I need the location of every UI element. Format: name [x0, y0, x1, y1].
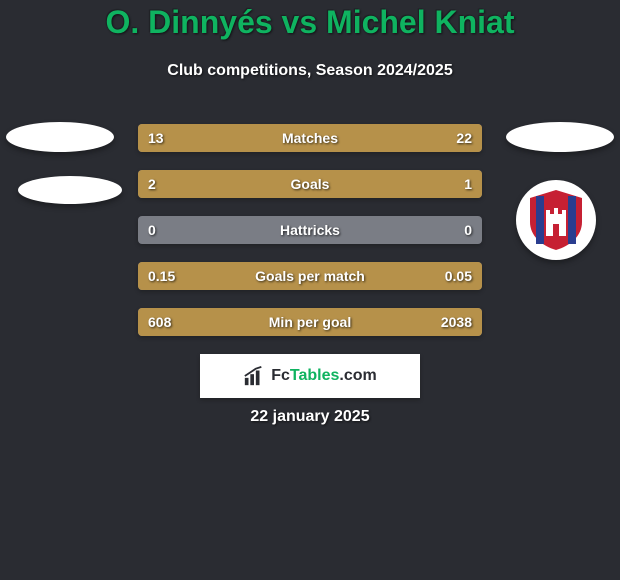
subtitle: Club competitions, Season 2024/2025 — [0, 62, 620, 80]
stat-value-right: 1 — [464, 170, 472, 198]
player-left-ellipse-2 — [18, 176, 122, 204]
player-right-ellipse — [506, 122, 614, 152]
stat-row-goals: 2 Goals 1 — [138, 170, 482, 198]
logo-part-c: .com — [339, 367, 376, 384]
stat-label: Goals — [138, 170, 482, 198]
stat-value-right: 2038 — [441, 308, 472, 336]
stat-label: Hattricks — [138, 216, 482, 244]
stat-bars: 13 Matches 22 2 Goals 1 0 Hattricks 0 0.… — [138, 124, 482, 354]
stat-row-mpg: 608 Min per goal 2038 — [138, 308, 482, 336]
stat-value-right: 0.05 — [445, 262, 472, 290]
club-badge — [516, 180, 596, 260]
stat-row-gpm: 0.15 Goals per match 0.05 — [138, 262, 482, 290]
stat-value-right: 22 — [456, 124, 472, 152]
stat-value-right: 0 — [464, 216, 472, 244]
stat-label: Goals per match — [138, 262, 482, 290]
stat-row-matches: 13 Matches 22 — [138, 124, 482, 152]
comparison-infographic: O. Dinnyés vs Michel Kniat Club competit… — [0, 0, 620, 580]
source-logo: FcTables.com — [200, 354, 420, 398]
stat-label: Matches — [138, 124, 482, 152]
logo-part-b: Tables — [290, 367, 340, 384]
player-left-ellipse-1 — [6, 122, 114, 152]
bar-chart-icon — [243, 365, 265, 387]
stat-label: Min per goal — [138, 308, 482, 336]
page-title: O. Dinnyés vs Michel Kniat — [0, 4, 620, 41]
date-label: 22 january 2025 — [0, 408, 620, 426]
logo-text: FcTables.com — [271, 367, 377, 385]
stat-row-hattricks: 0 Hattricks 0 — [138, 216, 482, 244]
videoton-badge-icon — [524, 188, 588, 252]
logo-part-a: Fc — [271, 367, 290, 384]
